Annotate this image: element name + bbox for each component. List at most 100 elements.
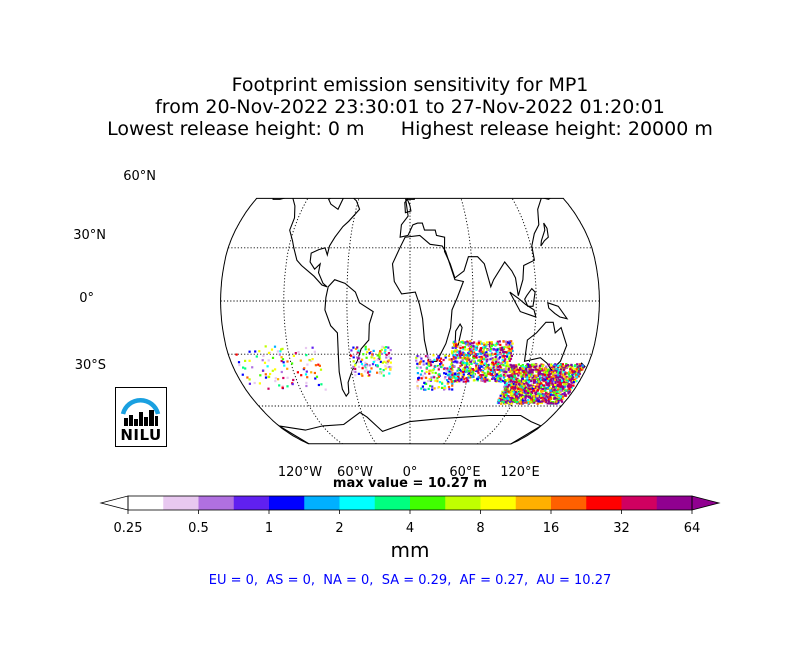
- sensitivity-cell: [498, 368, 501, 371]
- sensitivity-cell: [504, 401, 507, 404]
- sensitivity-cell: [533, 366, 536, 369]
- sensitivity-cell: [448, 381, 451, 384]
- sensitivity-cell: [377, 357, 380, 360]
- sensitivity-cell: [536, 382, 539, 385]
- sensitivity-cell: [509, 396, 512, 400]
- sensitivity-cell: [441, 382, 444, 385]
- sensitivity-cell: [560, 368, 563, 371]
- sensitivity-cell: [475, 366, 478, 369]
- max-value-label: max value = 10.27 m: [332, 476, 488, 491]
- sensitivity-cell: [253, 381, 256, 385]
- sensitivity-cell: [510, 344, 513, 347]
- sensitivity-cell: [388, 365, 391, 369]
- sensitivity-cell: [503, 397, 506, 401]
- sensitivity-cell: [513, 394, 516, 397]
- sensitivity-cell: [554, 369, 557, 372]
- sensitivity-cell: [492, 363, 495, 366]
- sensitivity-cell: [481, 362, 485, 365]
- sensitivity-cell: [445, 372, 448, 375]
- sensitivity-cell: [470, 369, 473, 372]
- sensitivity-cell: [425, 362, 428, 365]
- sensitivity-cell: [365, 368, 368, 371]
- sensitivity-cell: [511, 380, 514, 383]
- sensitivity-cell: [436, 377, 439, 380]
- sensitivity-cell: [547, 375, 551, 379]
- sensitivity-cell: [535, 399, 538, 402]
- sensitivity-cell: [483, 377, 486, 381]
- sensitivity-cell: [557, 388, 560, 391]
- sensitivity-cell: [423, 372, 427, 375]
- sensitivity-cell: [281, 347, 284, 350]
- sensitivity-cell: [555, 402, 558, 405]
- continent-north-america: [272, 198, 361, 288]
- sensitivity-cell: [451, 346, 454, 349]
- sensitivity-cell: [286, 367, 289, 370]
- sensitivity-cell: [565, 363, 568, 366]
- sensitivity-cell: [368, 374, 371, 377]
- sensitivity-cell: [476, 370, 479, 373]
- sensitivity-cell: [523, 375, 526, 378]
- sensitivity-cell: [554, 381, 557, 384]
- sensitivity-cell: [437, 356, 441, 359]
- sensitivity-cell: [419, 360, 423, 363]
- sensitivity-cell: [448, 377, 451, 380]
- sensitivity-cell: [569, 378, 572, 381]
- sensitivity-cell: [537, 371, 540, 374]
- sensitivity-cell: [531, 398, 534, 401]
- sensitivity-cell: [471, 359, 474, 362]
- sensitivity-cell: [499, 366, 502, 369]
- sensitivity-cell: [559, 397, 562, 401]
- sensitivity-cell: [564, 389, 567, 392]
- colorbar-segments: [128, 496, 693, 510]
- sensitivity-cell: [505, 355, 508, 358]
- sensitivity-cell: [529, 400, 532, 403]
- sensitivity-cell: [543, 397, 546, 400]
- sensitivity-cell: [497, 375, 500, 378]
- sensitivity-cell: [489, 358, 492, 361]
- sensitivity-cell: [542, 384, 545, 387]
- sensitivity-cell: [528, 364, 531, 367]
- sensitivity-cell: [527, 402, 530, 405]
- sensitivity-cell: [386, 366, 389, 369]
- sensitivity-cell: [577, 370, 580, 374]
- sensitivity-cell: [561, 374, 564, 377]
- continent-antarctica: [278, 411, 543, 444]
- sensitivity-cell: [468, 349, 471, 352]
- colorbar-ticks: 0.25 0.5 1 2 4 8 16 32 64: [114, 510, 700, 536]
- sensitivity-cell: [562, 381, 565, 384]
- sensitivity-cell: [499, 394, 502, 397]
- sensitivity-cell: [446, 382, 449, 385]
- sensitivity-cell: [286, 376, 289, 379]
- sensitivity-cell: [532, 368, 535, 372]
- sensitivity-cell: [568, 390, 571, 393]
- sensitivity-cell: [297, 351, 300, 354]
- sensitivity-cell: [280, 348, 283, 351]
- sensitivity-cell: [446, 379, 449, 382]
- sensitivity-cell: [500, 402, 503, 405]
- sensitivity-cell: [478, 359, 481, 362]
- sensitivity-cell: [500, 369, 503, 372]
- sensitivity-cell: [498, 364, 501, 368]
- sensitivity-cell: [416, 355, 419, 358]
- sensitivity-cell: [306, 376, 309, 379]
- sensitivity-cell: [480, 365, 483, 368]
- sensitivity-cell: [281, 386, 284, 389]
- sensitivity-cell: [519, 400, 522, 403]
- sensitivity-cell: [481, 355, 484, 358]
- sensitivity-cell: [473, 379, 476, 382]
- sensitivity-cell: [508, 340, 511, 343]
- sensitivity-cell: [556, 364, 560, 367]
- sensitivity-cell: [533, 394, 536, 398]
- sensitivity-cell: [551, 372, 555, 375]
- sensitivity-cell: [504, 382, 507, 385]
- sensitivity-cell: [563, 385, 567, 388]
- sensitivity-cell: [504, 391, 507, 394]
- sensitivity-cell: [490, 370, 493, 373]
- sensitivity-cell: [491, 374, 494, 378]
- sensitivity-cell: [532, 385, 535, 388]
- sensitivity-cell: [479, 348, 482, 351]
- sensitivity-cell: [384, 367, 387, 370]
- sensitivity-cell: [361, 358, 364, 361]
- sensitivity-cell: [518, 381, 521, 384]
